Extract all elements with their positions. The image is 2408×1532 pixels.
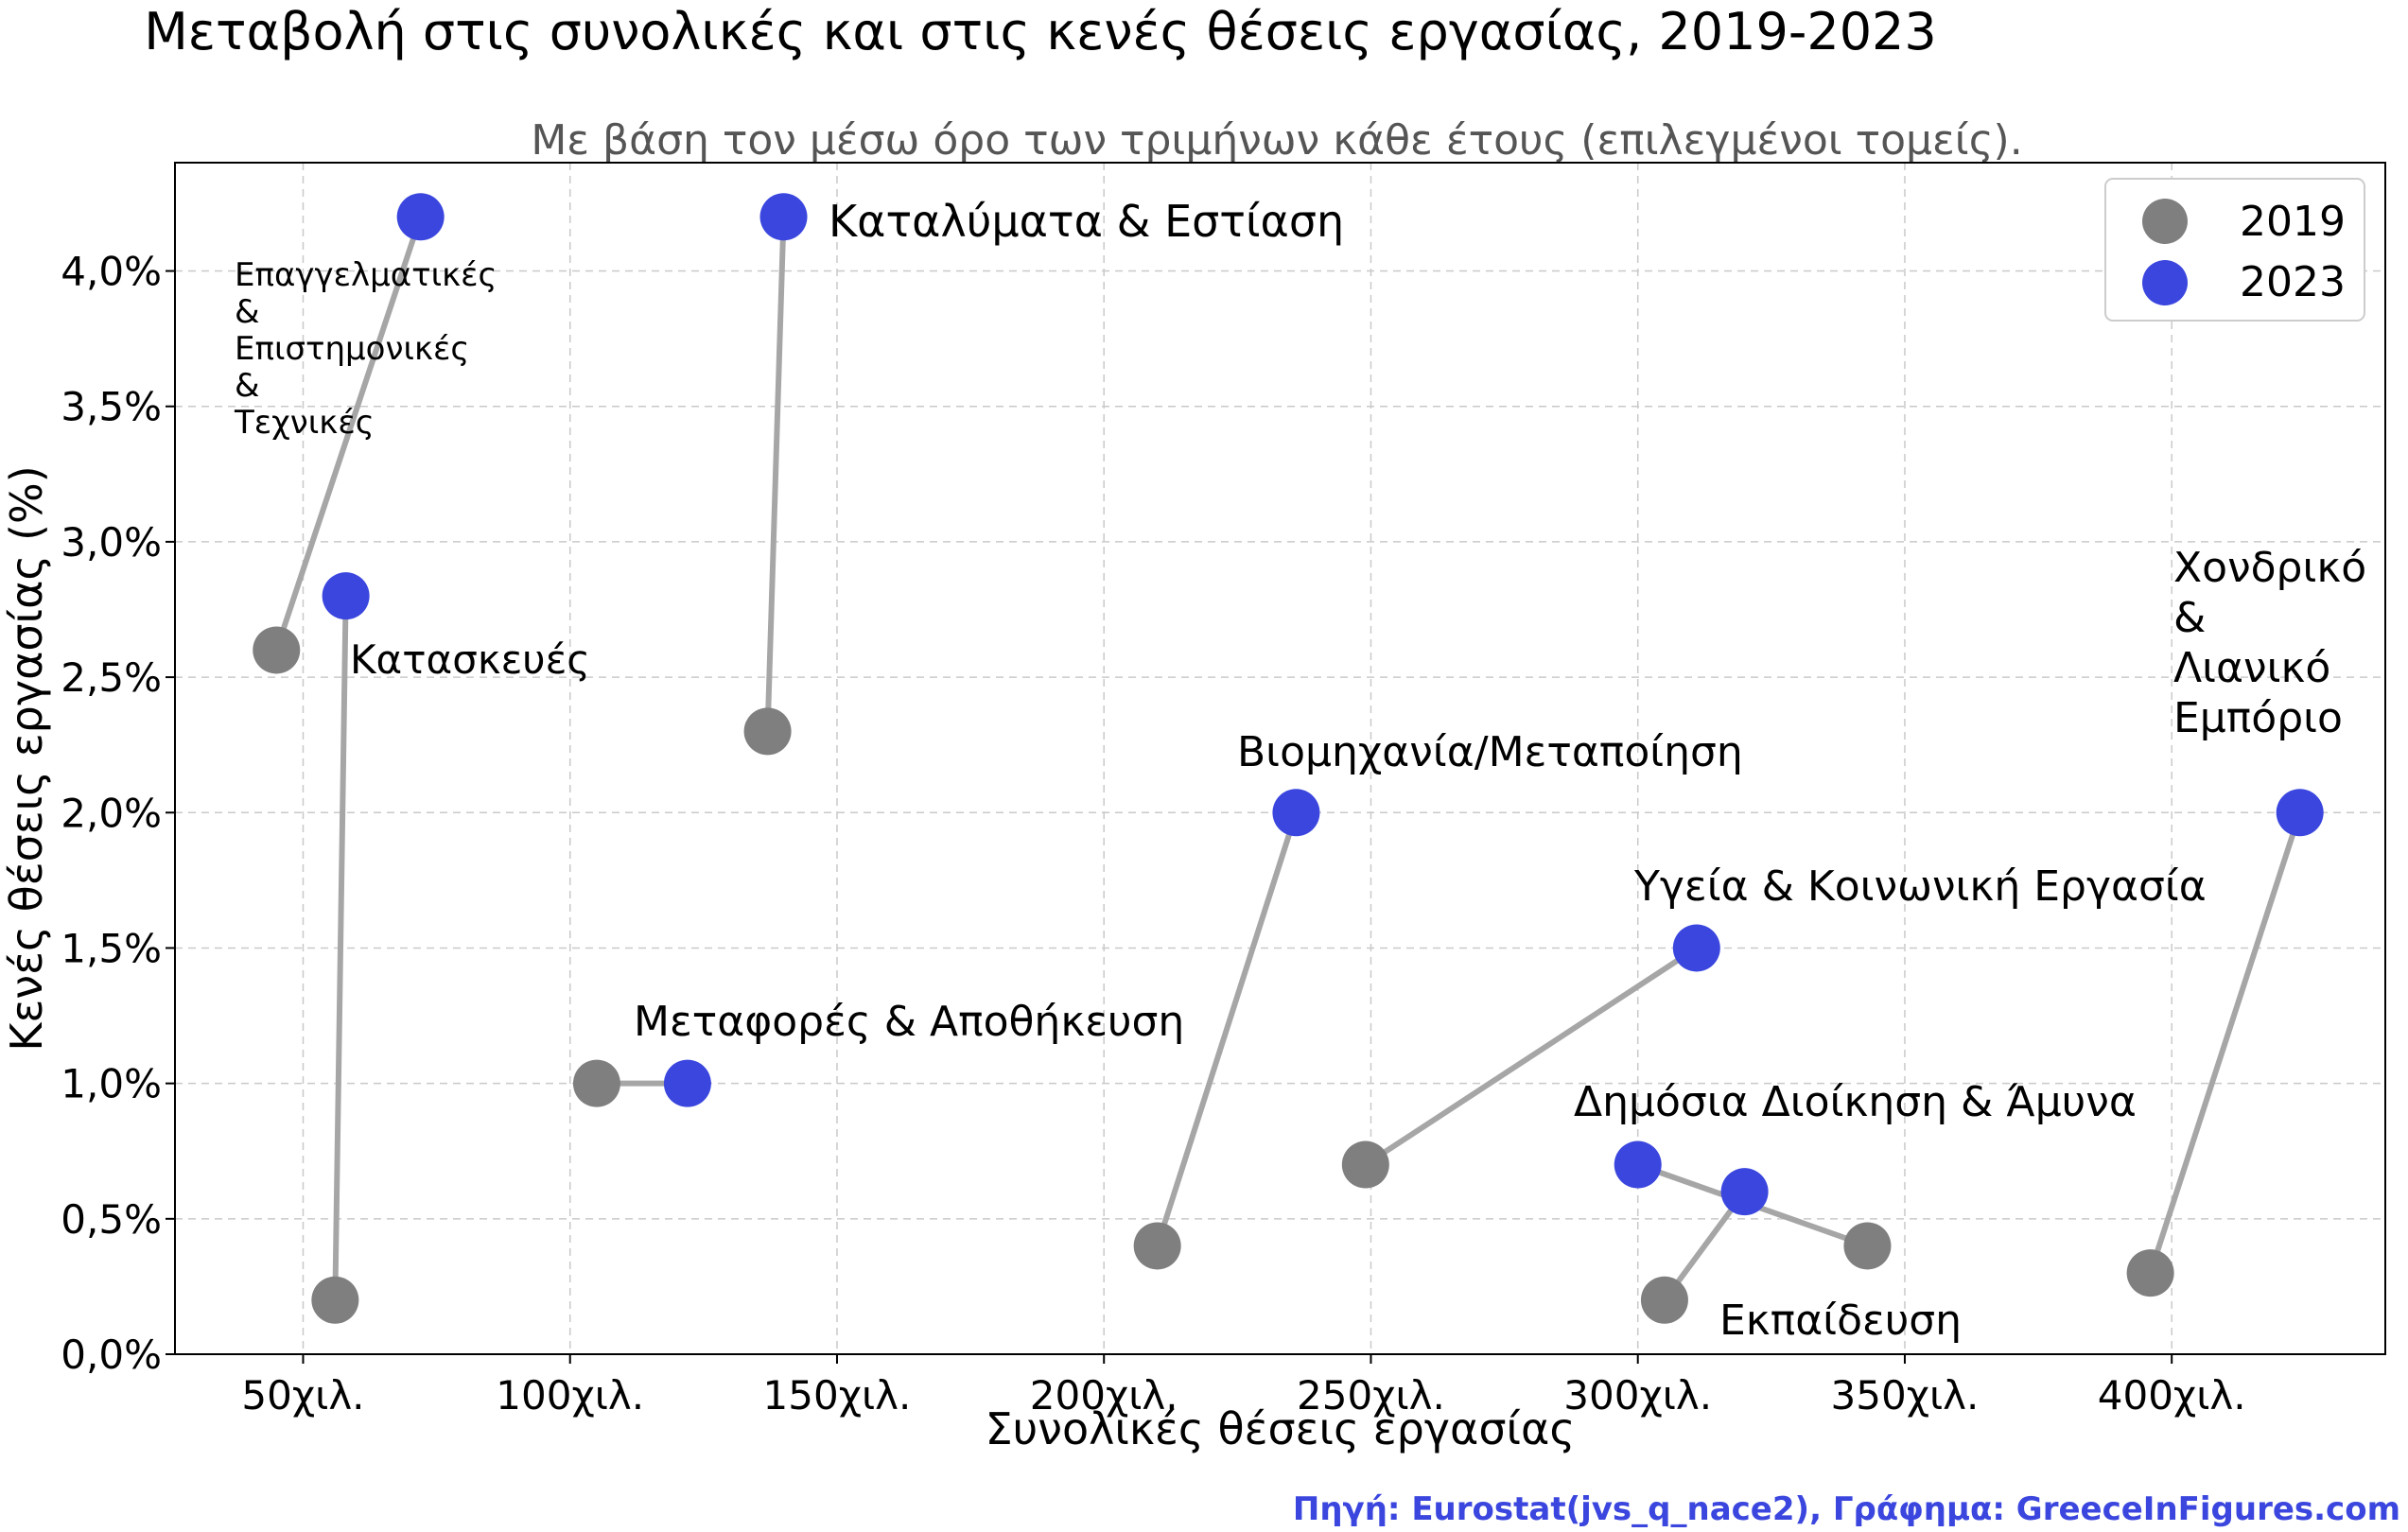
x-tick-label: 200χιλ. <box>1030 1372 1178 1419</box>
sector-label-line: Κατασκευές <box>350 636 590 683</box>
point-2019 <box>1640 1276 1688 1324</box>
sector-label-line: & <box>235 367 260 405</box>
sector-label-line: & <box>2173 594 2206 642</box>
point-2023 <box>759 193 808 241</box>
sector-label-line: Εκπαίδευση <box>1719 1297 1962 1345</box>
point-2019 <box>572 1059 620 1107</box>
point-2023 <box>1720 1168 1769 1216</box>
sector-label-line: Δημόσια Διοίκηση & Άμυνα <box>1574 1078 2137 1126</box>
sector-label-line: Υγεία & Κοινωνική Εργασία <box>1633 862 2207 911</box>
change-arrow <box>1154 814 1299 1247</box>
sector-label: Χονδρικό & Λιανικό Εμπόριο <box>2173 544 2366 742</box>
point-2019 <box>311 1276 359 1324</box>
points <box>253 193 2324 1324</box>
point-2019 <box>743 707 792 756</box>
y-tick-label: 0,5% <box>61 1196 162 1243</box>
x-tick-label: 350χιλ. <box>1831 1372 1980 1419</box>
x-axis-label: Συνολικές θέσεις εργασίας <box>986 1403 1576 1454</box>
sector-label: Κατασκευές <box>350 636 590 683</box>
source-credit: Πηγή: Eurostat(jvs_q_nace2), Γράφημα: Gr… <box>1293 1490 2400 1528</box>
sector-label: Καταλύματα & Εστίαση <box>829 196 1344 247</box>
y-tick-label: 1,5% <box>61 925 162 971</box>
plot-area-frame <box>174 162 2386 1355</box>
change-arrow <box>2147 814 2302 1275</box>
sector-label-line: & <box>235 293 260 331</box>
point-2019 <box>1843 1222 1892 1270</box>
chart-subtitle: Με βάση τον μέσω όρο των τριμήνων κάθε έ… <box>531 116 2022 165</box>
point-2023 <box>1672 924 1720 972</box>
point-2023 <box>1272 789 1320 837</box>
y-tick-label: 4,0% <box>61 249 162 295</box>
point-2019 <box>2126 1249 2174 1297</box>
change-arrow <box>332 598 351 1300</box>
point-2023 <box>322 572 370 620</box>
x-tick-label: 250χιλ. <box>1297 1372 1445 1419</box>
point-2023 <box>1614 1140 1662 1189</box>
y-tick-label: 2,0% <box>61 790 162 836</box>
point-2019 <box>1341 1140 1389 1189</box>
x-tick-label: 150χιλ. <box>763 1372 912 1419</box>
sector-label: Εκπαίδευση <box>1719 1297 1962 1345</box>
arrows <box>273 218 2302 1302</box>
point-2023 <box>2276 789 2324 837</box>
x-tick-label: 300χιλ. <box>1563 1372 1712 1419</box>
y-axis-label: Κενές θέσεις εργασίας (%) <box>1 465 52 1051</box>
change-arrow <box>1364 948 1696 1168</box>
x-tick-label: 400χιλ. <box>2098 1372 2246 1419</box>
change-arrow <box>764 218 789 732</box>
sector-label: Δημόσια Διοίκηση & Άμυνα <box>1574 1078 2137 1126</box>
sector-label-line: Εμπόριο <box>2173 694 2343 742</box>
legend-marker-2023 <box>2142 260 2188 305</box>
x-tick-label: 50χιλ. <box>241 1372 364 1419</box>
sector-label-line: Επαγγελματικές <box>235 256 497 294</box>
point-2019 <box>253 626 301 674</box>
legend-marker-2019 <box>2142 199 2188 244</box>
y-tick-label: 1,0% <box>61 1061 162 1107</box>
legend: 2019 2023 <box>2104 178 2365 322</box>
sector-label-line: Μεταφορές & Αποθήκευση <box>634 998 1184 1046</box>
legend-label-2019: 2019 <box>2240 198 2346 246</box>
point-labels: Επαγγελματικές & Επιστημονικές & ΤεχνικέςΚατ… <box>234 196 2366 1345</box>
y-tick-label: 3,5% <box>61 384 162 430</box>
sector-label-line: Επιστημονικές <box>235 330 469 368</box>
chart-title: Μεταβολή στις συνολικές και στις κενές θ… <box>144 2 1937 61</box>
change-arrow <box>273 218 423 652</box>
sector-label: Μεταφορές & Αποθήκευση <box>634 998 1184 1046</box>
y-tick-label: 3,0% <box>61 519 162 566</box>
point-2023 <box>396 193 445 241</box>
axis-ticks: 50χιλ. 100χιλ. 150χιλ. 200χιλ. 250χιλ. 300χιλ… <box>61 249 2245 1419</box>
sector-label: Υγεία & Κοινωνική Εργασία <box>1633 862 2207 911</box>
legend-label-2023: 2023 <box>2240 258 2346 306</box>
grid <box>175 163 2385 1355</box>
y-tick-label: 0,0% <box>61 1332 162 1378</box>
sector-label-line: Τεχνικές <box>234 404 375 442</box>
x-tick-label: 100χιλ. <box>496 1372 644 1419</box>
sector-label-line: Βιομηχανία/Μεταποίηση <box>1237 728 1743 776</box>
sector-label-line: Χονδρικό <box>2173 544 2366 592</box>
sector-label: Βιομηχανία/Μεταποίηση <box>1237 728 1743 776</box>
point-2019 <box>1133 1222 1181 1270</box>
point-2023 <box>663 1059 711 1107</box>
sector-label: Επαγγελματικές & Επιστημονικές & Τεχνικές <box>234 256 497 442</box>
sector-label-line: Λιανικό <box>2173 644 2330 692</box>
sector-label-line: Καταλύματα & Εστίαση <box>829 196 1344 247</box>
y-tick-label: 2,5% <box>61 654 162 701</box>
